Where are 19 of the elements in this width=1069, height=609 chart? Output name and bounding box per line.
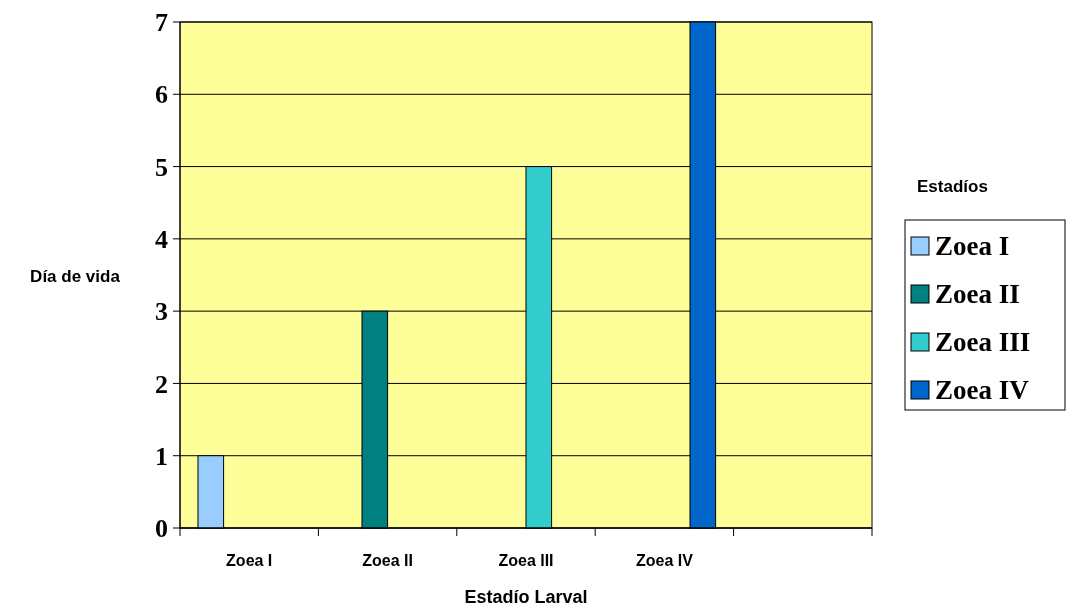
x-tick-label: Zoea III [498, 552, 554, 569]
y-tick-label: 6 [155, 80, 168, 110]
legend-label: Zoea II [935, 279, 1020, 310]
x-tick-label: Zoea II [362, 552, 413, 569]
x-tick-label: Zoea IV [635, 552, 694, 569]
x-axis-title: Estadío Larval [464, 587, 588, 607]
y-axis-title: Día de vida [30, 267, 121, 286]
y-tick-label: 0 [155, 514, 168, 544]
legend-title: Estadíos [917, 177, 988, 196]
y-tick-label: 2 [155, 369, 168, 399]
legend-label: Zoea I [935, 231, 1010, 262]
y-tick-label: 7 [155, 8, 168, 38]
y-tick-label: 4 [155, 224, 168, 254]
y-tick-label: 3 [155, 297, 168, 327]
x-tick-label: Zoea I [226, 552, 273, 569]
legend-label: Zoea III [935, 327, 1031, 358]
legend-label: Zoea IV [935, 375, 1030, 406]
y-tick-label: 5 [155, 152, 168, 182]
y-tick-label: 1 [155, 441, 168, 471]
